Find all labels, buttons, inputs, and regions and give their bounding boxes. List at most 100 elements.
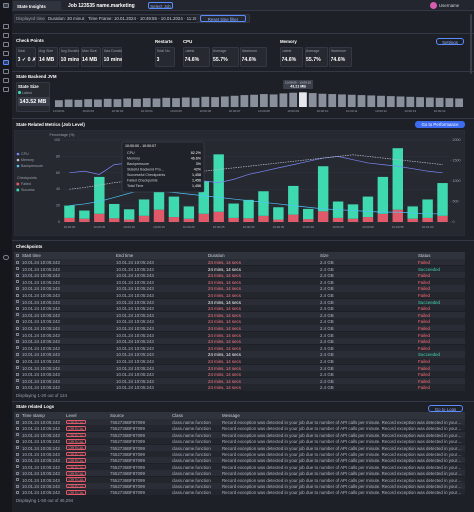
bar [84, 99, 93, 107]
table-cell: 10.01.24 10:05:243 [22, 365, 60, 371]
table-row[interactable] [14, 344, 465, 351]
reset-button[interactable]: Reset time filter [200, 15, 246, 22]
table-row[interactable] [14, 425, 465, 432]
checkbox[interactable] [16, 484, 19, 488]
nav-icon[interactable] [3, 51, 9, 56]
table-row[interactable] [14, 444, 465, 451]
username[interactable]: Username [439, 3, 460, 8]
nav-icon[interactable] [3, 42, 9, 47]
table-row[interactable] [14, 377, 465, 384]
nav-icon[interactable] [3, 3, 9, 8]
table-row[interactable] [14, 364, 465, 371]
logs-button[interactable]: Go to Logs [428, 405, 463, 412]
time-frame[interactable]: Time Frame: 10.01.2024 · 10:49:55 - 10.0… [86, 15, 196, 22]
duration-select[interactable]: Duration: 30 minutes [46, 15, 84, 22]
checkbox[interactable] [16, 280, 19, 284]
checkbox[interactable] [16, 253, 19, 257]
select-job-button[interactable]: Select Job [148, 2, 173, 9]
table-row[interactable] [14, 325, 465, 332]
checkbox[interactable] [16, 386, 19, 389]
checkbox[interactable] [16, 433, 19, 437]
table-row[interactable] [14, 431, 465, 438]
table-cell: 24 mins, 14 secs [208, 372, 241, 378]
nav-icon[interactable] [3, 33, 9, 38]
table-row[interactable] [14, 331, 465, 338]
table-row[interactable] [14, 285, 465, 292]
table-row[interactable] [14, 476, 465, 483]
table-row[interactable] [14, 463, 465, 470]
checkbox[interactable] [16, 379, 19, 383]
table-row[interactable] [14, 351, 465, 358]
settings-button[interactable]: Settings [436, 38, 464, 45]
settings-icon[interactable] [3, 255, 9, 260]
table-row[interactable] [14, 384, 465, 391]
table-cell: Record exception was detected in your jo… [222, 458, 462, 464]
checkbox[interactable] [16, 306, 19, 310]
checkbox[interactable] [16, 346, 19, 350]
table-row[interactable] [14, 457, 465, 464]
checkbox[interactable] [16, 491, 19, 494]
checkbox[interactable] [16, 471, 19, 475]
legend-swatch [16, 188, 20, 192]
checkbox[interactable] [16, 372, 19, 376]
table-row[interactable] [14, 358, 465, 365]
table-row[interactable] [14, 483, 465, 489]
checkbox[interactable] [16, 446, 19, 450]
checkbox[interactable] [16, 313, 19, 317]
checkbox[interactable] [16, 439, 19, 443]
checkbox[interactable] [16, 427, 19, 430]
checkbox[interactable] [16, 300, 19, 304]
checkbox[interactable] [16, 353, 19, 356]
checkbox[interactable] [16, 366, 19, 370]
checkbox[interactable] [16, 459, 19, 462]
checkbox[interactable] [16, 267, 19, 271]
checkbox[interactable] [16, 452, 19, 456]
table-row[interactable] [14, 265, 465, 272]
table-row[interactable] [14, 311, 465, 318]
nav-icon[interactable] [3, 87, 9, 92]
table-cell: 2.4 GB [320, 286, 334, 292]
table-row[interactable] [14, 305, 465, 312]
checkbox[interactable] [16, 333, 19, 337]
checkbox[interactable] [16, 273, 19, 277]
table-row[interactable] [14, 489, 465, 496]
bar-segment [437, 183, 448, 216]
nav-icon[interactable] [3, 69, 9, 74]
table-row[interactable] [14, 419, 465, 425]
checkbox[interactable] [16, 287, 19, 290]
checkbox[interactable] [16, 293, 19, 297]
checkbox[interactable] [16, 413, 19, 417]
bar-segment [64, 205, 75, 218]
checkbox[interactable] [16, 260, 19, 264]
table-row[interactable] [14, 292, 465, 299]
checkbox[interactable] [16, 359, 19, 363]
bar-segment [94, 213, 105, 222]
checkbox[interactable] [16, 465, 19, 469]
tab[interactable]: State Insights [13, 1, 61, 11]
nav-icon[interactable] [3, 60, 9, 65]
performance-button[interactable]: Go to Performance [415, 121, 465, 128]
table-row[interactable] [14, 278, 465, 285]
table-row[interactable] [14, 371, 465, 378]
bar-segment [243, 218, 254, 222]
checkbox[interactable] [16, 420, 19, 424]
table-row[interactable] [14, 318, 465, 325]
table-row[interactable] [14, 470, 465, 477]
checkbox[interactable] [16, 326, 19, 330]
table-row[interactable] [14, 272, 465, 279]
nav-icon[interactable] [3, 78, 9, 83]
table-row[interactable] [14, 451, 465, 457]
table-row[interactable] [14, 438, 465, 445]
table-row[interactable] [14, 259, 465, 266]
table-cell: 2.4 GB [320, 352, 334, 358]
table-cell: 10.01.24 10:05:243 [22, 372, 60, 378]
bar-segment [109, 203, 120, 219]
checkbox[interactable] [16, 320, 19, 323]
table-row[interactable] [14, 338, 465, 345]
checkbox[interactable] [16, 478, 19, 482]
checkbox[interactable] [16, 339, 19, 343]
nav-icon[interactable] [3, 24, 9, 29]
table-row[interactable] [14, 298, 465, 305]
legend-swatch [16, 152, 20, 156]
table-cell: 24 mins, 14 secs [208, 345, 241, 351]
